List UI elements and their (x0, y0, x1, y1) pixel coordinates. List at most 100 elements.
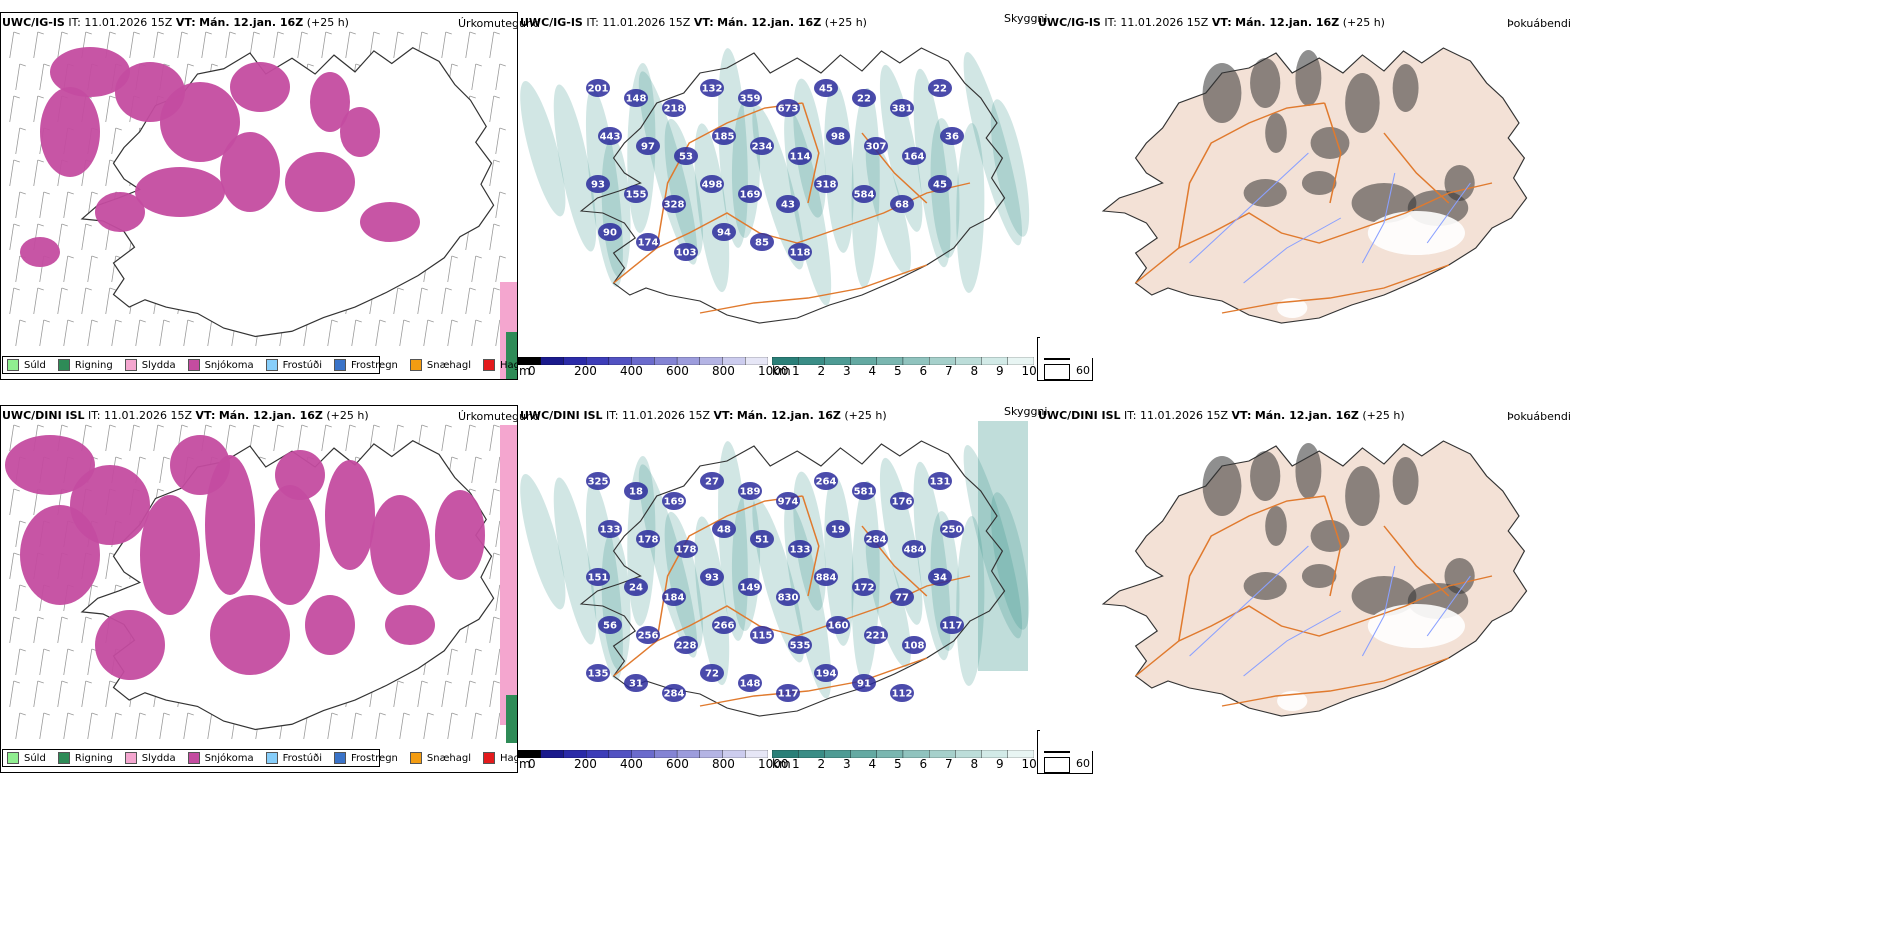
ceiling-value: 221 (866, 631, 887, 642)
ceiling-cell (674, 540, 698, 558)
wind-barb-flag (139, 319, 146, 323)
ceiling-value: 169 (740, 190, 761, 201)
vis-title-row1: Skyggni (1004, 12, 1048, 25)
wind-barb-flag (19, 712, 26, 716)
ceiling-unit-row2: m (519, 757, 531, 771)
wind-barb-flag (493, 488, 500, 492)
visibility-streak (731, 491, 761, 631)
wind-barb-flag (493, 159, 500, 163)
wind-barb (129, 424, 135, 452)
ceiling-cell (598, 616, 622, 634)
wind-barb-flag (493, 552, 500, 556)
wind-barb (135, 712, 141, 740)
legend-label: Frostregn (351, 359, 398, 371)
legend-swatch (124, 752, 137, 764)
visibility-streak (865, 531, 911, 668)
wind-barb (393, 31, 399, 59)
wind-barb-flag (61, 616, 68, 620)
snowfall-area (310, 72, 350, 132)
snowfall-area (95, 192, 145, 232)
wind-barb (9, 424, 15, 452)
ceiling-cell (826, 520, 850, 538)
ceiling-value: 117 (778, 689, 799, 700)
ceiling-value: 174 (638, 238, 659, 249)
wind-barb (351, 712, 357, 740)
visibility-streak (956, 516, 985, 686)
ceiling-cell (738, 578, 762, 596)
wind-barb (33, 616, 39, 644)
snowfall-area (140, 495, 200, 615)
ceiling-value: 484 (904, 545, 925, 556)
road-network (613, 102, 971, 314)
wind-barb (447, 319, 453, 347)
wind-barb-flag (163, 319, 170, 323)
ceiling-cell (750, 626, 774, 644)
wind-barb-flag (475, 456, 482, 460)
colorbar-tick: 1000 (758, 757, 789, 771)
wind-barb (327, 712, 333, 740)
legend-label: Snæhagl (426, 359, 472, 371)
wind-barb (129, 31, 135, 59)
visibility-unit-row2: km (772, 757, 791, 771)
visibility-streak (601, 531, 631, 671)
wind-barb-flag (85, 287, 92, 291)
ceiling-value: 189 (740, 487, 761, 498)
wind-barb (87, 255, 93, 283)
ceiling-cell (586, 79, 610, 97)
ceiling-cell (662, 99, 686, 117)
wind-barb-flag (91, 584, 98, 588)
colorbar-tick: 600 (666, 757, 689, 771)
wind-barb (495, 712, 501, 740)
ceiling-cell (940, 127, 964, 145)
visibility-colorbar-row1 (772, 357, 1034, 365)
wind-barb-flag (211, 63, 218, 67)
wind-barb-flag (61, 31, 68, 35)
wind-barb-flag (205, 424, 212, 428)
ceiling-cell (662, 684, 686, 702)
snowfall-area (95, 610, 165, 680)
wind-barb (489, 95, 495, 123)
wind-barb (105, 680, 111, 708)
wind-barb-flag (493, 424, 500, 428)
wind-barb-flag (19, 648, 26, 652)
ceiling-cell (788, 243, 812, 261)
snowfall-area (305, 595, 355, 655)
wind-barb-flag (475, 63, 482, 67)
legend-label: Rigning (74, 359, 113, 371)
visibility-streak (990, 99, 1030, 237)
ceiling-cell (662, 195, 686, 213)
ceiling-cell (864, 530, 888, 548)
ceiling-cell (586, 568, 610, 586)
wind-barb (441, 287, 447, 315)
wind-barb (225, 31, 231, 59)
colorbar-tick: 0 (528, 757, 536, 771)
wind-barb-flag (85, 680, 92, 684)
ceiling-cell (890, 492, 914, 510)
ceiling-value: 256 (638, 631, 659, 642)
river-network (1189, 545, 1471, 677)
ceiling-cell (928, 568, 952, 586)
wind-barb (15, 63, 21, 91)
ceiling-cell (940, 520, 964, 538)
wind-barb (81, 287, 87, 315)
fog-index-area (1265, 113, 1287, 153)
ceiling-value: 85 (755, 238, 769, 249)
legend-item: Slydda (124, 752, 176, 764)
wind-barb (423, 319, 429, 347)
ceiling-cell (928, 79, 952, 97)
wind-barb-flag (403, 319, 410, 323)
wind-barb-flag (493, 31, 500, 35)
wind-barb-flag (85, 223, 92, 227)
wind-barb (9, 488, 15, 516)
wind-barb-flag (67, 648, 74, 652)
visibility-streak (520, 80, 566, 217)
precip-legend-row2: Súld Rigning Slydda Snjókoma Frostúði Frostre… (2, 749, 518, 767)
ceiling-cell (712, 616, 736, 634)
visibility-ticks-row2: 1 2 3 4 5 6 7 8 9 10 (772, 757, 1037, 771)
wind-barb-flag (325, 424, 332, 428)
wind-barb (471, 255, 477, 283)
wind-barb (9, 159, 15, 187)
wind-barb-flag (229, 424, 236, 428)
wind-barb-flag (499, 191, 506, 195)
wind-barb-flag (397, 31, 404, 35)
